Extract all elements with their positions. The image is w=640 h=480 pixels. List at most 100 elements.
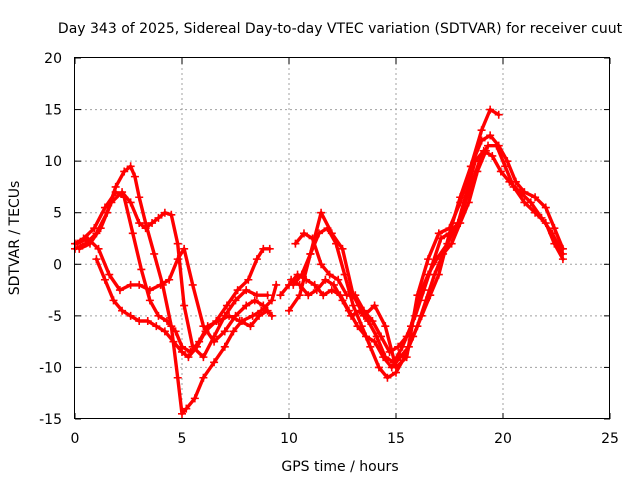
data-point xyxy=(145,296,154,305)
data-point xyxy=(137,265,146,274)
data-point xyxy=(359,306,368,315)
data-point xyxy=(252,291,261,300)
data-point xyxy=(231,311,240,320)
data-point xyxy=(120,167,129,176)
data-point xyxy=(387,363,396,372)
series-line xyxy=(73,164,278,416)
data-point xyxy=(267,311,276,320)
data-point xyxy=(477,136,486,145)
data-point xyxy=(83,234,92,243)
data-point xyxy=(314,229,323,238)
y-tick-label: 20 xyxy=(44,51,62,67)
series-track-10 xyxy=(276,146,490,372)
data-point xyxy=(488,151,497,160)
data-point xyxy=(237,317,246,326)
data-point xyxy=(190,394,199,403)
data-point xyxy=(317,208,326,217)
y-tick-label: 15 xyxy=(44,103,62,119)
plot-area xyxy=(71,105,567,418)
data-point xyxy=(263,291,272,300)
data-point xyxy=(167,322,176,331)
data-point xyxy=(456,193,465,202)
data-point xyxy=(447,239,456,248)
data-point xyxy=(169,337,178,346)
data-point xyxy=(118,188,127,197)
data-point xyxy=(558,249,567,258)
data-point xyxy=(141,224,150,233)
data-point xyxy=(231,296,240,305)
data-point xyxy=(541,203,550,212)
data-point xyxy=(319,291,328,300)
data-point xyxy=(362,332,371,341)
data-point xyxy=(368,317,377,326)
data-point xyxy=(143,317,152,326)
data-point xyxy=(439,249,448,258)
series-line xyxy=(77,190,270,359)
data-point xyxy=(445,229,454,238)
data-point xyxy=(308,234,317,243)
data-point xyxy=(351,291,360,300)
data-point xyxy=(385,347,394,356)
data-point xyxy=(404,342,413,351)
data-point xyxy=(156,280,165,289)
data-point xyxy=(492,141,501,150)
data-point xyxy=(501,162,510,171)
data-point xyxy=(295,291,304,300)
data-point xyxy=(526,198,535,207)
data-point xyxy=(344,306,353,315)
data-point xyxy=(199,353,208,362)
data-point xyxy=(184,353,193,362)
data-point xyxy=(349,301,358,310)
y-tick-label: -15 xyxy=(39,412,62,428)
data-point xyxy=(471,157,480,166)
data-point xyxy=(496,167,505,176)
data-point xyxy=(329,280,338,289)
data-point xyxy=(505,177,514,186)
data-point xyxy=(180,244,189,253)
data-point xyxy=(304,291,313,300)
data-point xyxy=(178,409,186,418)
data-point xyxy=(180,301,189,310)
data-point xyxy=(295,280,304,289)
x-tick-label: 20 xyxy=(494,431,512,447)
data-point xyxy=(201,327,210,336)
data-point xyxy=(436,234,445,243)
data-point xyxy=(285,306,293,315)
data-point xyxy=(257,306,266,315)
data-point xyxy=(267,296,276,305)
data-point xyxy=(430,270,439,279)
series-track-2 xyxy=(71,162,281,418)
data-point xyxy=(167,210,176,219)
x-tick-label: 0 xyxy=(71,431,80,447)
data-point xyxy=(192,342,201,351)
data-point xyxy=(160,208,169,217)
tick-labels: 0 5 10 15 20 25 -15 -10 -5 0 5 10 15 20 xyxy=(39,51,619,447)
data-point xyxy=(379,353,388,362)
data-point xyxy=(306,249,315,258)
data-point xyxy=(494,110,503,119)
data-point xyxy=(321,275,330,284)
data-point xyxy=(276,291,285,300)
data-point xyxy=(173,239,182,248)
y-tick-label: 5 xyxy=(53,206,62,222)
data-point xyxy=(299,229,308,238)
data-point xyxy=(128,229,137,238)
data-point xyxy=(293,270,302,279)
data-point xyxy=(428,260,437,269)
data-point xyxy=(154,213,163,222)
data-point xyxy=(105,270,114,279)
data-point xyxy=(392,368,400,377)
data-point xyxy=(464,198,473,207)
data-point xyxy=(126,162,135,171)
data-point xyxy=(135,219,144,228)
data-point xyxy=(259,301,268,310)
data-point xyxy=(152,322,161,331)
data-point xyxy=(537,213,546,222)
data-point xyxy=(265,244,274,253)
data-point xyxy=(150,249,159,258)
data-point xyxy=(135,280,144,289)
data-point xyxy=(374,363,383,372)
data-point xyxy=(210,358,219,367)
